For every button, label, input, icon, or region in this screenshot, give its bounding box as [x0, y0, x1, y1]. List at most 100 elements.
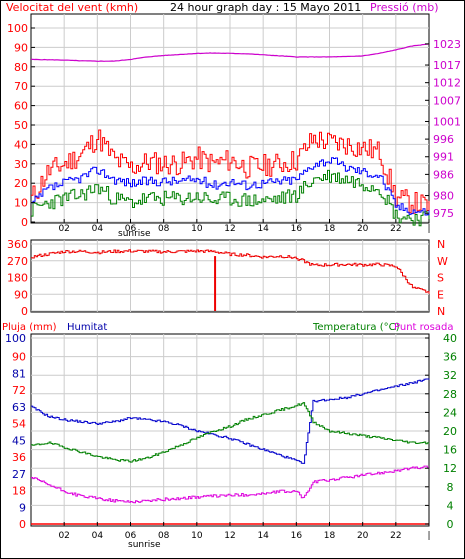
p3-rtick-label-5: 20 [443, 425, 457, 438]
panel2-lines [31, 249, 430, 311]
p3-x-label-3: 08 [158, 531, 170, 541]
p1-ltick-label-90: 90 [14, 41, 28, 54]
rain-title: Pluja (mm) [2, 322, 57, 333]
panel2-grid [31, 240, 429, 312]
p3-ltick-label-0: 0 [19, 518, 26, 531]
panel2-left-ticks: 0 90 180 270 360 [7, 238, 28, 318]
panel1-left-ticks: 0 10 20 30 40 50 60 70 80 90 100 [7, 22, 35, 229]
panel3-x-ticks: 02 04 06 08 10 12 14 16 18 20 22 | [58, 522, 431, 541]
p1-x-label-5: 12 [224, 224, 235, 234]
p1-x-label-7: 16 [291, 224, 303, 234]
p1-ltick-label-30: 30 [14, 158, 28, 171]
humidity-title: Humitat [67, 322, 107, 333]
p1-ltick-label-70: 70 [14, 80, 28, 93]
p1-x-label-4: 10 [191, 224, 203, 234]
p3-ltick-label-11: 100 [5, 332, 26, 345]
p1-x-label-6: 14 [257, 224, 269, 234]
p3-x-label-0: 02 [58, 531, 69, 541]
p3-x-label-7: 16 [291, 531, 303, 541]
p3-rtick-label-8: 32 [443, 369, 457, 382]
panel3-right-ticks: 0 4 8 12 16 20 24 28 32 36 40 [425, 332, 457, 531]
p3-ltick-label-5: 45 [12, 434, 26, 447]
p1-rtick-label-991: 991 [433, 151, 454, 164]
p3-x-label-8: 18 [324, 531, 336, 541]
graph-title: 24 hour graph day : 15 Mayo 2011 [170, 1, 361, 14]
p1-x-label-1: 04 [92, 224, 104, 234]
p1-ltick-label-0: 0 [21, 216, 28, 229]
p1-ltick-label-60: 60 [14, 100, 28, 113]
p1-ltick-label-40: 40 [14, 138, 28, 151]
p3-rtick-label-0: 0 [447, 518, 454, 531]
pressure-line [30, 43, 430, 62]
p1-ltick-label-20: 20 [14, 177, 28, 190]
p1-ltick-label-50: 50 [14, 119, 28, 132]
p2-ltick-label-180: 180 [7, 272, 28, 285]
p3-x-label-9: 20 [357, 531, 369, 541]
p2-ltick-label-270: 270 [7, 255, 28, 268]
p1-rtick-label-980: 980 [433, 190, 454, 203]
panel1-x-ticks: 02 04 06 08 10 12 14 16 18 20 22 | [58, 219, 431, 234]
panel1-right-ticks: 975 980 986 991 996 1001 1007 1012 1017 1023 [425, 38, 461, 220]
p1-rtick-label-1023: 1023 [433, 38, 461, 51]
p3-x-label-1: 04 [92, 531, 104, 541]
p3-rtick-label-9: 36 [443, 351, 457, 364]
wind-title: Velocitat del vent (kmh) [6, 1, 138, 14]
p1-rtick-label-996: 996 [433, 133, 454, 146]
p3-rtick-label-1: 4 [447, 499, 454, 512]
wind-direction-line [31, 249, 430, 294]
dewpoint-line [31, 465, 429, 504]
p1-rtick-label-986: 986 [433, 168, 454, 181]
humidity-line [31, 378, 430, 464]
p2-rtick-label-3: W [437, 255, 448, 268]
p1-x-label-3: 08 [158, 224, 170, 234]
p3-ltick-label-9: 81 [12, 367, 26, 380]
p3-ltick-label-1: 9 [19, 501, 26, 514]
p1-rtick-label-1012: 1012 [433, 77, 461, 90]
wind-gust-line [31, 129, 430, 214]
p3-x-label-11: | [427, 531, 430, 541]
p3-rtick-label-10: 40 [443, 332, 457, 345]
p1-x-label-10: 22 [390, 224, 401, 234]
p1-x-label-0: 02 [58, 224, 69, 234]
p1-rtick-label-975: 975 [433, 207, 454, 220]
p3-x-label-2: 06 [125, 531, 137, 541]
p3-rtick-label-4: 16 [443, 444, 457, 457]
panel3-grid [31, 334, 429, 526]
sunrise-label-top: sunrise [118, 229, 151, 239]
p1-ltick-label-100: 100 [7, 22, 28, 35]
p3-rtick-label-7: 28 [443, 388, 457, 401]
p2-ltick-label-360: 360 [7, 238, 28, 251]
p1-ltick-label-10: 10 [14, 197, 28, 210]
p3-ltick-label-3: 27 [12, 468, 26, 481]
p1-rtick-label-1007: 1007 [433, 94, 461, 107]
p3-x-label-4: 10 [191, 531, 203, 541]
wind-low-line [31, 169, 430, 227]
temp-title: Temperatura (°C) [312, 322, 400, 333]
p2-ltick-label-0: 0 [21, 305, 28, 318]
p3-x-label-10: 22 [390, 531, 401, 541]
p2-rtick-label-1: E [437, 288, 444, 301]
dew-title: Punt rosada [394, 322, 453, 333]
p2-rtick-label-4: N [437, 238, 445, 251]
p3-rtick-label-6: 24 [443, 406, 457, 419]
p3-ltick-label-2: 18 [12, 485, 26, 498]
p2-rtick-label-2: S [437, 272, 444, 285]
p3-x-label-5: 12 [224, 531, 235, 541]
p1-x-label-2: 06 [125, 224, 137, 234]
p1-ltick-label-80: 80 [14, 61, 28, 74]
p3-ltick-label-6: 54 [12, 418, 26, 431]
temperature-line [31, 402, 430, 463]
p1-rtick-label-1017: 1017 [433, 59, 461, 72]
panel1-lines [30, 43, 430, 227]
p3-ltick-label-8: 72 [12, 384, 26, 397]
p2-rtick-label-0: N [437, 305, 445, 318]
sunrise-label-bottom: sunrise [128, 540, 161, 550]
p1-rtick-label-1001: 1001 [433, 115, 461, 128]
p1-x-label-9: 20 [357, 224, 369, 234]
p3-rtick-label-3: 12 [443, 462, 457, 475]
p2-ltick-label-90: 90 [14, 288, 28, 301]
wind-avg-line [31, 157, 430, 216]
